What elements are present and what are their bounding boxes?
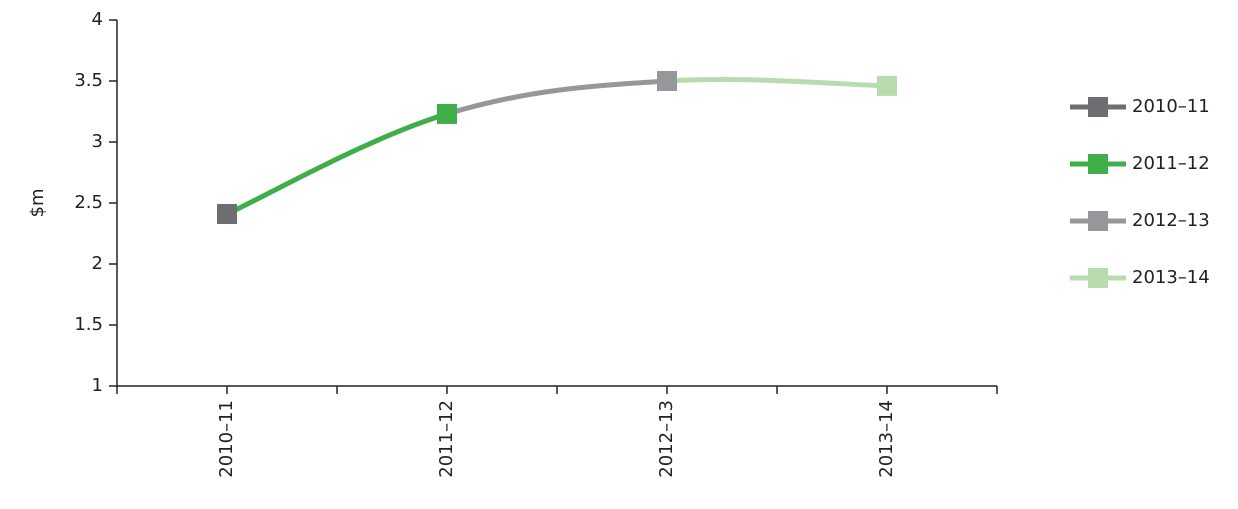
y-tick-label: 1.5 <box>74 314 103 335</box>
legend-label: 2010–11 <box>1132 96 1210 117</box>
data-point-marker <box>657 71 677 91</box>
x-ticks: 2010–11 2011–12 2012–13 2013–14 <box>116 386 998 478</box>
y-tick-label: 4 <box>92 9 103 30</box>
legend-marker <box>1088 97 1108 117</box>
y-tick-label: 2 <box>92 253 103 274</box>
legend: 2010–11 2011–12 2012–13 2013–14 <box>1070 96 1210 288</box>
series-line-segment <box>225 111 448 217</box>
series-line-segment <box>446 78 668 117</box>
y-ticks: 1 1.5 2 2.5 3 3.5 4 <box>74 9 117 396</box>
x-tick-label: 2013–14 <box>876 400 897 478</box>
y-tick-label: 2.5 <box>74 192 103 213</box>
legend-marker <box>1088 154 1108 174</box>
legend-marker <box>1088 211 1108 231</box>
legend-label: 2013–14 <box>1132 267 1210 288</box>
legend-label: 2011–12 <box>1132 153 1210 174</box>
y-tick-label: 3.5 <box>74 70 103 91</box>
y-axis-title: $m <box>27 189 48 218</box>
y-tick-label: 3 <box>92 131 103 152</box>
legend-label: 2012–13 <box>1132 210 1210 231</box>
series <box>217 71 897 224</box>
x-tick-label: 2012–13 <box>656 400 677 478</box>
legend-item: 2010–11 <box>1070 96 1210 117</box>
legend-item: 2013–14 <box>1070 267 1210 288</box>
series-line-segment <box>666 76 888 89</box>
data-point-marker <box>877 75 897 96</box>
legend-item: 2012–13 <box>1070 210 1210 231</box>
data-point-marker <box>437 103 457 124</box>
legend-item: 2011–12 <box>1070 153 1210 174</box>
legend-marker <box>1088 268 1108 288</box>
y-tick-label: 1 <box>92 375 103 396</box>
x-tick-label: 2011–12 <box>436 400 457 478</box>
data-point-marker <box>217 203 237 224</box>
x-tick-label: 2010–11 <box>216 400 237 478</box>
